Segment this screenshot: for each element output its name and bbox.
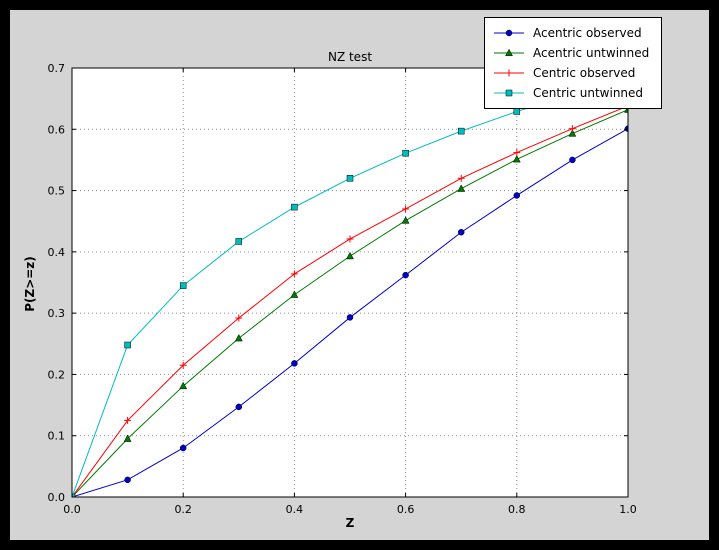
y-tick-label: 0.2 bbox=[48, 368, 66, 381]
marker-triangle-icon bbox=[290, 290, 299, 298]
x-tick-label: 0.0 bbox=[63, 503, 81, 516]
x-axis-label: Z bbox=[346, 516, 355, 530]
marker-triangle-icon bbox=[401, 216, 410, 224]
marker-square-icon bbox=[72, 493, 76, 497]
x-tick-label: 0.4 bbox=[286, 503, 304, 516]
legend-label: Centric untwinned bbox=[533, 86, 644, 100]
marker-circle-icon bbox=[505, 29, 513, 37]
marker-triangle-icon bbox=[346, 251, 354, 260]
y-tick-label: 0.5 bbox=[48, 185, 66, 198]
marker-circle-icon bbox=[179, 444, 187, 452]
nz-test-chart: 0.0 0.2 0.4 0.6 0.8 1.0 0.0 0.1 0.2 0.3 0.4 0.5 0.6 0… bbox=[23, 50, 637, 530]
marker-circle-icon bbox=[569, 156, 576, 164]
marker-triangle-icon bbox=[179, 381, 188, 390]
chart-title: NZ test bbox=[328, 50, 372, 64]
plot-area bbox=[72, 68, 628, 497]
series-centric-observed bbox=[72, 102, 628, 497]
marker-triangle-icon bbox=[568, 129, 577, 137]
legend-label: Acentric observed bbox=[533, 26, 642, 40]
marker-triangle-icon bbox=[234, 333, 243, 342]
marker-square-icon bbox=[124, 341, 131, 349]
marker-circle-icon bbox=[346, 314, 354, 321]
legend: Acentric observed Acentric untwinned Centr… bbox=[484, 17, 663, 109]
marker-circle-icon bbox=[124, 476, 131, 484]
legend-sample bbox=[494, 29, 524, 37]
marker-circle-icon bbox=[291, 360, 298, 367]
marker-triangle-icon bbox=[624, 105, 628, 113]
marker-square-icon bbox=[505, 89, 513, 97]
marker-square-icon bbox=[235, 238, 243, 245]
y-tick-label: 0.6 bbox=[48, 123, 66, 136]
legend-sample bbox=[494, 89, 524, 97]
legend-sample bbox=[494, 48, 524, 57]
tick-labels: 0.0 0.2 0.4 0.6 0.8 1.0 0.0 0.1 0.2 0.3 0.4 0.5 0.6 0… bbox=[48, 62, 637, 516]
marker-triangle-icon bbox=[123, 434, 132, 442]
x-tick-label: 1.0 bbox=[619, 503, 637, 516]
y-tick-label: 0.1 bbox=[48, 430, 66, 443]
marker-circle-icon bbox=[624, 125, 628, 132]
marker-triangle-icon bbox=[512, 154, 521, 163]
marker-square-icon bbox=[179, 282, 187, 289]
series-acentric-observed bbox=[72, 125, 628, 497]
x-tick-label: 0.8 bbox=[508, 503, 526, 516]
marker-triangle-icon bbox=[457, 184, 466, 192]
legend-sample bbox=[494, 69, 524, 77]
marker-square-icon bbox=[402, 149, 409, 157]
marker-square-icon bbox=[291, 203, 298, 211]
legend-label: Centric observed bbox=[533, 66, 636, 80]
x-tick-label: 0.2 bbox=[174, 503, 192, 516]
x-tick-label: 0.6 bbox=[397, 503, 415, 516]
marker-circle-icon bbox=[513, 192, 521, 199]
marker-circle-icon bbox=[457, 228, 465, 236]
legend-item: Acentric untwinned bbox=[492, 43, 649, 63]
plot-border bbox=[71, 67, 629, 498]
legend-label: Acentric untwinned bbox=[533, 46, 650, 60]
y-tick-label: 0.4 bbox=[48, 246, 66, 259]
marker-square-icon bbox=[513, 108, 521, 115]
y-axis-label: P(Z>=z) bbox=[23, 256, 37, 312]
marker-square-icon bbox=[346, 175, 354, 182]
y-tick-label: 0.0 bbox=[48, 491, 66, 504]
figure: 0.0 0.2 0.4 0.6 0.8 1.0 0.0 0.1 0.2 0.3 0.4 0.5 0.6 0… bbox=[10, 10, 709, 540]
y-tick-label: 0.7 bbox=[48, 62, 66, 75]
marker-circle-icon bbox=[235, 403, 243, 411]
gridlines bbox=[72, 68, 628, 497]
legend-item: Centric untwinned bbox=[492, 83, 649, 103]
marker-triangle-icon bbox=[505, 48, 513, 57]
y-tick-label: 0.3 bbox=[48, 307, 66, 320]
marker-square-icon bbox=[457, 127, 465, 135]
legend-item: Centric observed bbox=[492, 63, 649, 83]
marker-circle-icon bbox=[402, 271, 409, 279]
legend-item: Acentric observed bbox=[492, 23, 649, 43]
